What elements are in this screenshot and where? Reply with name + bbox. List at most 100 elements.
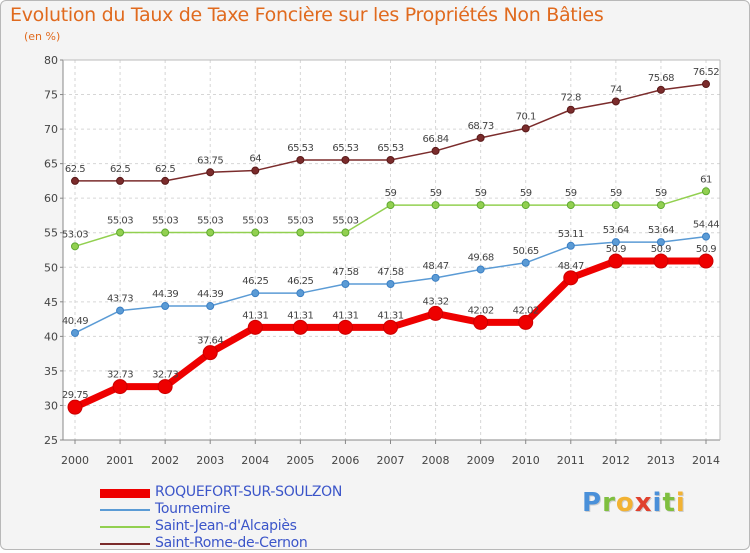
- data-label: 42.02: [468, 305, 494, 316]
- data-point: [476, 201, 485, 210]
- data-label: 40.49: [62, 316, 88, 327]
- data-label: 59: [610, 188, 622, 199]
- data-label: 54.44: [693, 220, 719, 231]
- data-label: 41.31: [332, 310, 358, 321]
- x-tick-label: 2001: [106, 454, 134, 467]
- data-label: 59: [385, 188, 397, 199]
- data-point: [653, 253, 669, 269]
- data-point: [206, 168, 215, 177]
- data-point: [386, 279, 395, 288]
- plot-area: [63, 60, 720, 440]
- data-label: 29.75: [62, 390, 88, 401]
- data-point: [563, 270, 579, 286]
- data-label: 70.1: [516, 111, 536, 122]
- proxiti-logo: Proxiti: [582, 488, 686, 518]
- logo-letter: i: [652, 488, 663, 518]
- data-label: 76.52: [693, 67, 719, 78]
- data-point: [386, 155, 395, 164]
- x-tick-label: 2012: [602, 454, 630, 467]
- data-point: [428, 305, 444, 321]
- data-label: 55.03: [332, 216, 358, 227]
- series-lines: [67, 80, 714, 415]
- data-label: 46.25: [242, 276, 268, 287]
- data-point: [161, 302, 170, 311]
- data-label: 55.03: [152, 216, 178, 227]
- data-point: [702, 187, 710, 196]
- y-axis-unit-label: (en %): [24, 30, 61, 43]
- y-tick-label: 65: [44, 158, 58, 171]
- x-tick-label: 2008: [422, 454, 450, 467]
- data-label: 53.64: [648, 225, 674, 236]
- data-point: [292, 319, 308, 335]
- data-point: [656, 201, 665, 210]
- logo-letter: P: [582, 488, 603, 518]
- line-chart: 25 30 35 40 45 50 55 60 65 70 75 80 2000 2001 2002 2003…: [44, 54, 721, 467]
- data-point: [473, 314, 489, 330]
- y-tick-label: 35: [44, 365, 58, 378]
- data-label: 50.65: [513, 246, 539, 257]
- data-label: 65.53: [332, 143, 358, 154]
- data-point: [206, 228, 215, 237]
- data-label: 74: [610, 84, 622, 95]
- data-label: 47.58: [377, 267, 403, 278]
- data-label: 55.03: [287, 216, 313, 227]
- data-label: 75.68: [648, 73, 674, 84]
- data-point: [296, 228, 305, 237]
- data-point: [383, 319, 398, 335]
- data-label: 59: [520, 188, 532, 199]
- data-label: 32.73: [107, 370, 133, 381]
- data-label: 53.11: [558, 229, 584, 240]
- x-tick-label: 2004: [241, 454, 269, 467]
- data-label: 43.32: [423, 296, 449, 307]
- data-label: 62.5: [110, 164, 130, 175]
- data-label: 50.9: [651, 244, 671, 255]
- data-label: 61: [700, 174, 712, 185]
- data-point: [157, 379, 173, 395]
- y-tick-label: 75: [44, 89, 58, 102]
- x-tick-label: 2013: [647, 454, 675, 467]
- x-tick-label: 2010: [512, 454, 540, 467]
- data-point: [296, 155, 305, 164]
- legend-swatch: [100, 488, 150, 498]
- legend-label: Tournemire: [155, 501, 231, 517]
- data-point: [251, 228, 260, 237]
- data-label: 44.39: [197, 289, 223, 300]
- data-label: 72.8: [561, 93, 581, 104]
- data-point: [431, 146, 440, 155]
- data-label: 55.03: [242, 216, 268, 227]
- legend-label: Saint-Jean-d'Alcapiès: [155, 518, 297, 534]
- x-tick-label: 2011: [557, 454, 585, 467]
- data-label: 37.64: [197, 336, 223, 347]
- x-tick-label: 2007: [377, 454, 405, 467]
- data-point: [702, 80, 710, 89]
- data-label: 42.02: [513, 305, 539, 316]
- data-label: 44.39: [152, 289, 178, 300]
- data-label: 59: [655, 188, 667, 199]
- x-tick-label: 2006: [331, 454, 359, 467]
- data-point: [71, 242, 79, 251]
- data-label: 46.25: [287, 276, 313, 287]
- y-tick-label: 40: [44, 330, 58, 343]
- legend-swatch: [100, 526, 150, 528]
- data-label: 41.31: [287, 310, 313, 321]
- data-point: [611, 201, 620, 210]
- data-point: [71, 328, 79, 337]
- data-point: [202, 345, 218, 361]
- data-point: [251, 166, 260, 175]
- data-point: [518, 314, 534, 330]
- data-label: 48.47: [423, 261, 449, 272]
- data-point: [337, 319, 353, 335]
- data-label: 47.58: [332, 267, 358, 278]
- data-point: [251, 289, 260, 298]
- data-label: 41.31: [242, 310, 268, 321]
- data-label: 65.53: [287, 143, 313, 154]
- data-point: [611, 238, 620, 247]
- data-label: 48.47: [558, 261, 584, 272]
- data-point: [521, 124, 530, 133]
- data-point: [566, 105, 575, 114]
- data-point: [521, 201, 530, 210]
- data-label: 65.53: [377, 143, 403, 154]
- data-label: 62.5: [65, 164, 85, 175]
- y-tick-label: 60: [44, 192, 58, 205]
- logo-letter: x: [634, 488, 653, 518]
